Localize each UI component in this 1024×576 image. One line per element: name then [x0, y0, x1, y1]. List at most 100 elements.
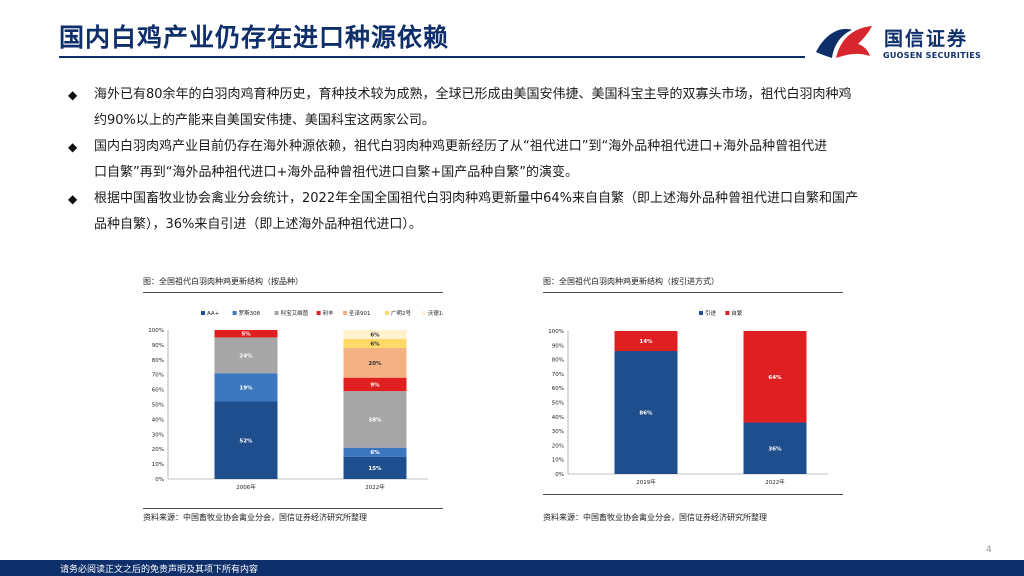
data-label: 14% [639, 339, 653, 345]
bullet-line: 约90%以上的产能来自美国安伟捷、美国科宝这两家公司。 [94, 113, 435, 128]
bar-segment [343, 456, 407, 479]
brand-logo: 国信证券 GUOSEN SECURITIES [812, 18, 982, 64]
bar-segment [743, 331, 807, 423]
bullet-line: 口自繁”再到“海外品种祖代进口+海外品种曾祖代进口自繁+国产品种自繁”的演变。 [94, 165, 578, 180]
bar-segment [214, 373, 278, 402]
data-label: 5% [241, 332, 251, 338]
legend-swatch [699, 311, 703, 315]
bar-segment [214, 330, 278, 338]
legend-label: 引进 [705, 309, 717, 317]
bar-segment [343, 347, 407, 378]
legend-label: 广明2号 [391, 309, 411, 317]
footer-bar: 请务必阅读正文之后的免责声明及其项下所有内容 [0, 560, 1024, 576]
data-label: 15% [368, 466, 382, 472]
chart-title: 图：全国祖代白羽肉种鸡更新结构（按品种） [143, 277, 303, 286]
chart-title-divider [543, 292, 843, 293]
chart-title-divider [143, 292, 443, 293]
y-tick-label: 50% [552, 401, 564, 407]
y-tick-label: 60% [152, 388, 164, 394]
legend-swatch [232, 311, 237, 315]
diamond-bullet-icon: ◆ [68, 88, 78, 102]
data-label: 36% [768, 446, 782, 452]
legend-swatch [316, 311, 321, 315]
bar-segment [343, 391, 407, 448]
legend-swatch [201, 311, 205, 315]
bar-segment [343, 330, 407, 339]
data-label: 20% [368, 361, 382, 367]
y-tick-label: 50% [152, 403, 164, 409]
legend-swatch [343, 311, 347, 315]
diamond-bullet-icon: ◆ [68, 140, 78, 154]
bar-segment [614, 351, 678, 474]
data-label: 6% [370, 341, 380, 347]
chart-source: 资料来源：中国畜牧业协会禽业分会，国信证券经济研究所整理 [143, 513, 367, 522]
data-label: 19% [239, 385, 253, 391]
bar-segment [214, 337, 278, 374]
chart-by-breed: 图：全国祖代白羽肉种鸡更新结构（按品种） AA+ 罗斯308 科宝艾维茵 利丰 圣泽90… [143, 276, 443, 509]
legend-label: 自繁 [731, 309, 743, 317]
y-tick-label: 80% [552, 358, 564, 364]
stacked-bar-chart: AA+ 罗斯308 科宝艾维茵 利丰 圣泽901 广明2号 沃德188 0% 10% 20% 30%… [148, 309, 443, 491]
x-tick-label: 2006年 [236, 483, 256, 491]
bullet-line: 品种自繁），36%来自引进（即上述海外品种祖代进口）。 [94, 217, 422, 232]
bullet-line: 海外已有80余年的白羽肉鸡育种历史，育种技术较为成熟，全球已形成由美国安伟捷、美… [94, 87, 852, 102]
y-tick-label: 90% [152, 343, 164, 349]
data-label: 6% [370, 450, 380, 456]
bullet-list: ◆ 海外已有80余年的白羽肉鸡育种历史，育种技术较为成熟，全球已形成由美国安伟捷… [66, 82, 966, 238]
y-tick-label: 20% [152, 447, 164, 453]
bullet-item: ◆ 国内白羽肉鸡产业目前仍存在海外种源依赖，祖代白羽肉种鸡更新经历了从“祖代进口… [66, 134, 966, 186]
y-tick-label: 10% [152, 462, 164, 468]
legend-label: AA+ [207, 311, 220, 317]
disclaimer-text: 请务必阅读正文之后的免责声明及其项下所有内容 [60, 565, 259, 575]
y-tick-label: 10% [552, 458, 564, 464]
bar-segment [343, 338, 407, 348]
y-tick-label: 30% [552, 429, 564, 435]
bar-segment [214, 401, 278, 479]
data-label: 38% [368, 417, 382, 423]
bullet-line: 国内白羽肉鸡产业目前仍存在海外种源依赖，祖代白羽肉种鸡更新经历了从“祖代进口”到… [94, 139, 828, 154]
x-tick-label: 2019年 [636, 478, 656, 486]
bar-segment [343, 377, 407, 392]
logo-text-cn: 国信证券 [884, 28, 969, 50]
data-label: 9% [370, 382, 380, 388]
legend-swatch [274, 311, 279, 315]
chart-source: 资料来源：中国畜牧业协会禽业分会，国信证券经济研究所整理 [543, 513, 767, 522]
legend-label: 沃德188 [428, 309, 443, 317]
legend-label: 罗斯308 [239, 309, 261, 317]
y-tick-label: 40% [152, 417, 164, 423]
y-tick-label: 100% [548, 329, 564, 335]
data-label: 64% [768, 375, 782, 381]
chart-title: 图：全国祖代白羽肉种鸡更新结构（按引进方式） [543, 277, 719, 286]
page-title: 国内白鸡产业仍存在进口种源依赖 [59, 23, 450, 52]
guosen-logo-icon [816, 26, 872, 58]
y-tick-label: 40% [552, 415, 564, 421]
legend-label: 利丰 [323, 309, 335, 317]
y-tick-label: 70% [152, 373, 164, 379]
chart-by-import-method: 图：全国祖代白羽肉种鸡更新结构（按引进方式） 引进 自繁 0% 10% 20% 30% 40… [543, 276, 843, 495]
y-tick-label: 30% [152, 432, 164, 438]
stacked-bar-chart: 引进 自繁 0% 10% 20% 30% 40% 50% 60% 70% 80% 90% 100% 86%… [548, 309, 828, 486]
y-tick-label: 20% [552, 443, 564, 449]
bar-segment [743, 422, 807, 474]
data-label: 24% [239, 353, 253, 359]
y-tick-label: 60% [552, 386, 564, 392]
data-label: 52% [239, 438, 253, 444]
logo-text-en: GUOSEN SECURITIES [883, 51, 982, 60]
y-tick-label: 100% [148, 328, 164, 334]
bullet-line: 根据中国畜牧业协会禽业分会统计，2022年全国全国祖代白羽肉种鸡更新量中64%来… [94, 191, 858, 206]
page-number: 4 [986, 545, 992, 555]
x-tick-label: 2022年 [365, 483, 385, 491]
y-tick-label: 80% [152, 358, 164, 364]
y-tick-label: 70% [552, 372, 564, 378]
legend-swatch [385, 311, 389, 315]
legend-swatch [725, 311, 730, 315]
legend-label: 圣泽901 [349, 309, 371, 317]
data-label: 6% [370, 332, 380, 338]
bullet-item: ◆ 海外已有80余年的白羽肉鸡育种历史，育种技术较为成熟，全球已形成由美国安伟捷… [66, 82, 966, 134]
y-tick-label: 0% [155, 477, 164, 483]
diamond-bullet-icon: ◆ [68, 192, 78, 206]
bullet-item: ◆ 根据中国畜牧业协会禽业分会统计，2022年全国全国祖代白羽肉种鸡更新量中64… [66, 186, 966, 238]
legend-label: 科宝艾维茵 [281, 309, 309, 317]
x-tick-label: 2022年 [765, 478, 785, 486]
bar-segment [614, 331, 678, 352]
